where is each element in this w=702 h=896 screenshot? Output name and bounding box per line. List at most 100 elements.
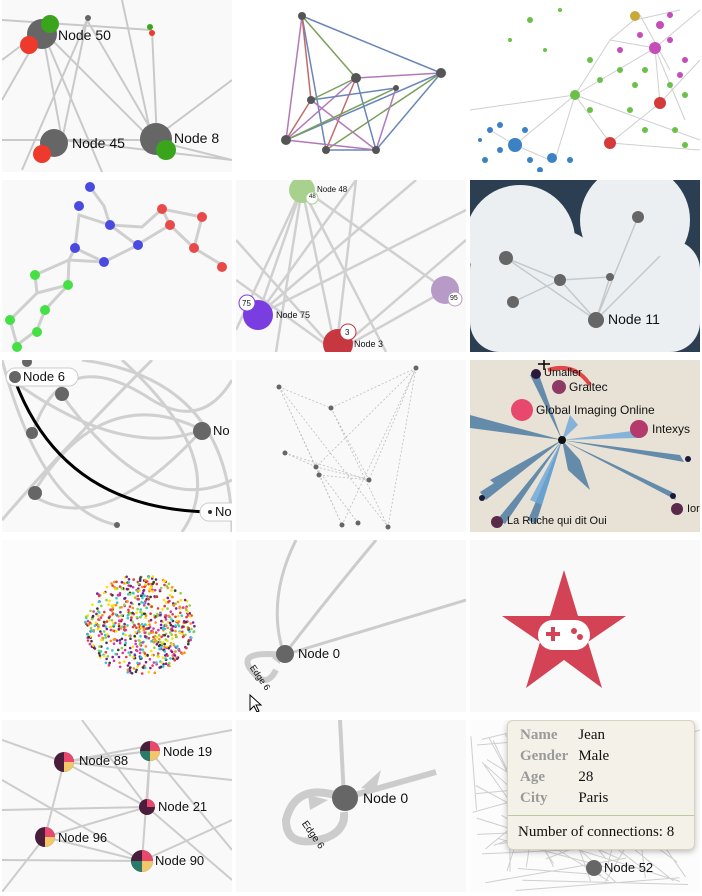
tile-organization-graph[interactable]: Umaller Graitec Global Imaging Online In… [470, 360, 700, 532]
graph-node[interactable] [604, 137, 616, 149]
graph-node[interactable] [40, 305, 50, 315]
graph-node[interactable] [372, 146, 380, 154]
node-0[interactable] [332, 785, 358, 811]
graph-node[interactable] [157, 204, 167, 214]
node-umaller[interactable] [531, 369, 541, 379]
graph-canvas[interactable] [236, 180, 466, 352]
tile-badge-graph[interactable]: Node 48 48 Node 75 75 Node 3 3 95 [236, 180, 466, 352]
graph-node[interactable] [351, 73, 361, 83]
pie-node-88[interactable] [54, 752, 74, 772]
graph-canvas[interactable] [236, 0, 466, 172]
graph-node[interactable] [26, 427, 38, 439]
graph-node[interactable] [436, 68, 446, 78]
graph-node[interactable] [630, 11, 640, 21]
graph-node[interactable] [322, 146, 330, 154]
pie-node-21[interactable] [139, 799, 155, 815]
graph-node[interactable] [99, 257, 109, 267]
graph-node[interactable] [193, 422, 211, 440]
graph-node[interactable] [339, 522, 345, 528]
small-node[interactable] [147, 24, 153, 30]
graph-node[interactable] [355, 520, 361, 526]
graph-node[interactable] [165, 220, 175, 230]
graph-canvas[interactable] [2, 540, 232, 712]
tile-scatter-cloud-graph[interactable] [2, 540, 232, 712]
node-global-imaging[interactable] [511, 399, 533, 421]
graph-node[interactable] [508, 138, 522, 152]
graph-node[interactable] [105, 220, 115, 230]
tile-icons-graph[interactable]: Node 50 Node 45 Node 8 [2, 0, 232, 172]
node-6-tag[interactable] [5, 367, 79, 387]
graph-node[interactable] [32, 327, 42, 337]
graph-node[interactable] [5, 315, 15, 325]
graph-node[interactable] [366, 477, 372, 483]
tile-colored-cluster-graph[interactable] [470, 0, 700, 172]
tile-rgb-graph[interactable] [2, 180, 232, 352]
tile-star-icon[interactable] [470, 540, 700, 712]
graph-node[interactable] [385, 524, 391, 530]
graph-canvas[interactable] [470, 0, 700, 172]
node-ior[interactable] [671, 503, 683, 515]
graph-canvas[interactable] [2, 180, 232, 352]
node-11[interactable] [588, 312, 604, 328]
graph-node[interactable] [570, 90, 580, 100]
graph-node[interactable] [114, 522, 120, 528]
tile-cloud-graph[interactable]: Node 11 [470, 180, 700, 352]
graph-node[interactable] [217, 262, 227, 272]
pie-node-90[interactable] [131, 850, 153, 872]
node-no-tag[interactable] [199, 502, 232, 522]
graph-node[interactable] [632, 211, 644, 223]
graph-node[interactable] [656, 21, 664, 29]
graph-node[interactable] [298, 12, 306, 20]
graph-node[interactable] [413, 365, 419, 371]
graph-node[interactable] [55, 387, 69, 401]
tile-curved-edge-graph[interactable]: Node 6 No No [2, 360, 232, 532]
graph-node[interactable] [276, 384, 282, 390]
hub-node[interactable] [558, 436, 566, 444]
graph-node[interactable] [70, 243, 80, 253]
tile-multi-edge-graph[interactable] [236, 0, 466, 172]
graph-node[interactable] [328, 405, 334, 411]
tile-dotted-graph[interactable] [236, 360, 466, 532]
tile-self-loop-graph[interactable]: Node 0 Edge 6 [236, 540, 466, 712]
graph-canvas[interactable] [2, 720, 232, 892]
graph-node[interactable] [189, 243, 199, 253]
node-no[interactable] [208, 510, 212, 514]
graph-canvas[interactable] [236, 540, 466, 712]
graph-node[interactable] [63, 280, 73, 290]
graph-node[interactable] [479, 495, 485, 501]
graph-node[interactable] [554, 274, 566, 286]
graph-canvas[interactable] [470, 360, 700, 532]
graph-canvas[interactable] [236, 360, 466, 532]
graph-node[interactable] [307, 96, 315, 104]
node-52[interactable] [586, 860, 602, 876]
graph-node[interactable] [316, 472, 322, 478]
graph-canvas[interactable] [470, 540, 700, 712]
graph-node[interactable] [74, 201, 84, 211]
tile-self-loop-zoom[interactable]: Node 0 Edge 6 [236, 720, 466, 892]
tile-pie-nodes-graph[interactable]: Node 88 Node 19 Node 21 Node 96 Node 90 [2, 720, 232, 892]
graph-node[interactable] [313, 464, 319, 470]
node-6[interactable] [9, 371, 21, 383]
highlighted-edge[interactable] [12, 377, 213, 514]
graph-node[interactable] [281, 135, 291, 145]
graph-canvas[interactable] [2, 0, 232, 172]
graph-node[interactable] [393, 85, 399, 91]
small-node[interactable] [85, 15, 91, 21]
graph-node[interactable] [22, 360, 32, 367]
graph-node[interactable] [547, 153, 557, 163]
graph-node[interactable] [499, 251, 513, 265]
node-intexys[interactable] [630, 420, 648, 438]
pie-node-96[interactable] [35, 827, 55, 847]
graph-node[interactable] [12, 342, 22, 352]
graph-node[interactable] [197, 212, 207, 222]
highlighted-edge[interactable] [547, 365, 592, 387]
tile-tooltip-graph[interactable]: Node 52 Name Jean Gender Male Age 28 City Pa… [470, 720, 700, 892]
node-graitec[interactable] [552, 380, 566, 394]
graph-node[interactable] [30, 270, 40, 280]
pie-node-19[interactable] [140, 741, 160, 761]
graph-node[interactable] [670, 493, 676, 499]
graph-node[interactable] [507, 296, 519, 308]
graph-node[interactable] [28, 486, 42, 500]
graph-node[interactable] [649, 42, 661, 54]
graph-canvas[interactable] [2, 360, 232, 532]
